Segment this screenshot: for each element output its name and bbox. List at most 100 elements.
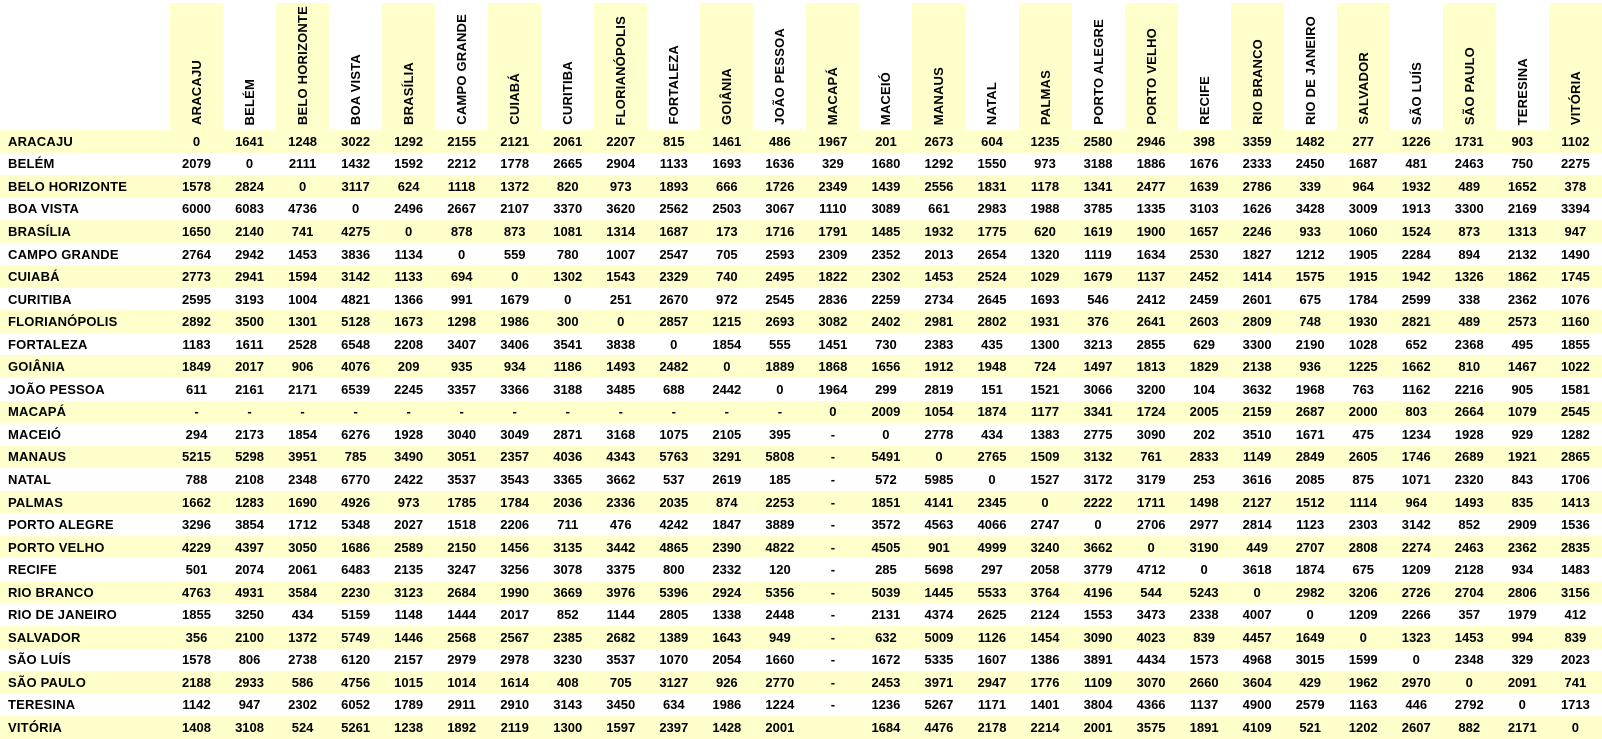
col-header-label: CUIABÁ [507, 73, 523, 125]
distance-cell: 1962 [1348, 674, 1378, 690]
distance-cell: 0 [829, 404, 837, 420]
distance-cell: 3407 [447, 336, 477, 352]
distance-cell: 2855 [1136, 336, 1166, 352]
distance-cell: 1578 [182, 652, 211, 668]
distance-cell: 2706 [1136, 517, 1166, 533]
distance-cell: 2362 [1507, 291, 1537, 307]
distance-cell: 1650 [182, 223, 211, 239]
distance-cell: 1335 [1136, 201, 1166, 217]
distance-cell: 1988 [1030, 201, 1060, 217]
distance-cell: 3662 [1083, 539, 1113, 555]
distance-cell: 2131 [871, 607, 901, 623]
distance-cell: 730 [875, 336, 897, 352]
distance-cell: 1928 [1454, 426, 1484, 442]
col-header-label: FORTALEZA [666, 45, 682, 125]
table-row-teresina: TERESINA 1142 947 2302 6052 1789 2911 2910 3143 3… [0, 694, 1602, 717]
col-header-joao-pessoa: JOÃO PESSOA [753, 3, 806, 130]
distance-cell: 2645 [977, 291, 1007, 307]
distance-cell: 2941 [235, 269, 264, 285]
col-header-rio-branco: RIO BRANCO [1230, 3, 1284, 130]
distance-cell: 1453 [924, 269, 954, 285]
distance-cell: 1234 [1401, 426, 1431, 442]
col-header-label: BRASÍLIA [401, 62, 417, 125]
distance-cell: 2765 [977, 449, 1007, 465]
distance-cell: 3510 [1242, 426, 1272, 442]
distance-cell: 3804 [1083, 697, 1113, 713]
distance-cell: 1900 [1136, 223, 1166, 239]
distance-cell: 2924 [712, 584, 742, 600]
distance-cell: 2573 [1507, 314, 1537, 330]
distance-cell: 3836 [341, 246, 371, 262]
distance-cell: 3616 [1242, 471, 1272, 487]
distance-cell: 3500 [235, 314, 264, 330]
distance-cell: 2833 [1189, 449, 1219, 465]
distance-cell: 1891 [1189, 720, 1219, 736]
distance-cell: 780 [556, 246, 579, 262]
distance-cell: 2530 [1189, 246, 1219, 262]
distance-cell: 1163 [1349, 697, 1378, 713]
distance-cell: 489 [1458, 314, 1481, 330]
distance-cell: 2707 [1295, 539, 1325, 555]
distance-cell: 2865 [1560, 449, 1590, 465]
distance-cell: - [830, 584, 836, 600]
distance-cell: 2383 [924, 336, 954, 352]
distance-cell: 2580 [1083, 133, 1113, 149]
table-row-natal: NATAL 788 2108 2348 6770 2422 3537 3543 3365 3662… [0, 468, 1602, 491]
distance-cell: 0 [511, 269, 519, 285]
col-header-campo-grande: CAMPO GRANDE [435, 3, 488, 130]
col-header-label: CURITIBA [560, 61, 576, 125]
distance-cell: 297 [981, 562, 1003, 578]
distance-cell: 104 [1193, 381, 1215, 397]
distance-cell: 785 [344, 449, 367, 465]
distance-cell: 3359 [1242, 133, 1272, 149]
distance-cell: 629 [1193, 336, 1215, 352]
distance-cell: 559 [503, 246, 526, 262]
distance-cell: 0 [723, 359, 731, 375]
distance-cell: 1070 [659, 652, 689, 668]
distance-cell: 1611 [235, 336, 264, 352]
distance-cell: 1372 [500, 178, 530, 194]
col-header-label: PORTO ALEGRE [1090, 19, 1106, 125]
distance-cell: 3040 [447, 426, 477, 442]
distance-cell: 3365 [553, 471, 583, 487]
distance-cell: 3050 [288, 539, 318, 555]
distance-cell: 835 [1511, 494, 1534, 510]
distance-cell: - [300, 404, 305, 420]
distance-cell: 4476 [924, 720, 954, 736]
distance-cell: 2593 [765, 246, 795, 262]
distance-cell: 1186 [553, 359, 582, 375]
distance-cell: 3015 [1295, 652, 1325, 668]
col-header-belo-horizonte: BELO HORIZONTE [276, 3, 330, 130]
distance-cell: 6483 [341, 562, 371, 578]
distance-cell: 1323 [1401, 629, 1431, 645]
distance-cell: 2910 [500, 697, 530, 713]
table-row-salvador: SALVADOR 356 2100 1372 5749 1446 2568 2567 2385 2… [0, 626, 1602, 649]
row-label-sao-paulo: SÃO PAULO [8, 674, 87, 690]
distance-cell: 934 [1511, 562, 1534, 578]
distance-cell: 6539 [341, 381, 371, 397]
distance-cell: 1114 [1349, 494, 1377, 510]
distance-cell: 2061 [553, 133, 583, 149]
col-header-label: FLORIANÓPOLIS [613, 15, 629, 126]
distance-cell: 2764 [182, 246, 211, 262]
distance-cell: 1931 [1030, 314, 1060, 330]
distance-cell: 0 [192, 133, 201, 149]
distance-cell: 2773 [182, 269, 211, 285]
distance-cell: 3632 [1242, 381, 1272, 397]
distance-cell: 3406 [500, 336, 530, 352]
row-label-maceio: MACEIÓ [8, 426, 62, 442]
row-label-aracaju: ARACAJU [8, 133, 73, 149]
distance-cell: 1813 [1136, 359, 1166, 375]
distance-cell: 3193 [235, 291, 264, 307]
distance-cell: 1986 [500, 314, 530, 330]
distance-cell: 2085 [1295, 471, 1325, 487]
distance-cell: 0 [245, 156, 254, 172]
distance-cell: 1578 [182, 178, 211, 194]
distance-cell: 1451 [818, 336, 848, 352]
col-header-macapa: MACAPÁ [806, 3, 860, 130]
distance-cell: 3142 [1401, 517, 1431, 533]
distance-cell: 1497 [1083, 359, 1113, 375]
distance-cell: 120 [769, 562, 791, 578]
distance-cell: 2259 [871, 291, 901, 307]
